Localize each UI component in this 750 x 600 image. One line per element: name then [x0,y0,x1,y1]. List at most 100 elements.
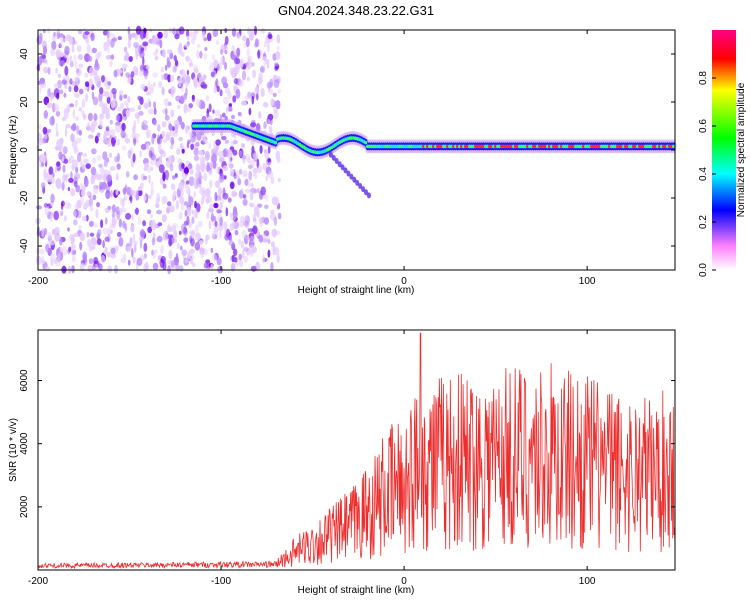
noise-blob [39,32,43,41]
noise-blob [119,90,124,96]
y-tick-label: 4000 [19,432,30,455]
noise-blob [158,158,162,165]
noise-blob [185,55,191,62]
noise-blob [262,162,268,171]
noise-blob [42,58,47,64]
noise-blob [94,76,98,85]
noise-blob [232,209,238,219]
noise-blob [80,158,83,168]
noise-blob [205,237,208,245]
noise-blob [267,34,273,39]
noise-blob [172,28,176,36]
noise-blob [79,263,85,272]
noise-blob [61,182,65,191]
noise-blob [115,114,120,122]
noise-blob [128,56,133,62]
noise-blob [112,210,115,220]
noise-blob [169,144,174,150]
noise-blob [184,258,189,264]
band-spur [364,189,368,196]
noise-blob [82,251,88,262]
noise-blob [38,124,42,130]
noise-blob [213,226,219,233]
noise-blob [115,172,119,180]
noise-blob [131,248,134,258]
noise-blob [149,146,155,156]
noise-blob [72,159,78,169]
noise-blob [73,232,79,238]
noise-blob [211,230,216,240]
noise-blob [139,50,145,59]
noise-blob [68,177,74,183]
band-spur [361,186,366,193]
noise-blob [232,248,238,257]
noise-blob [58,89,64,95]
noise-blob [229,168,234,177]
noise-blob [188,103,193,109]
noise-blob [144,73,148,80]
noise-blob [49,253,56,262]
noise-blob [103,41,108,52]
noise-blob [47,128,52,133]
noise-blob [59,246,63,253]
noise-blob [88,258,94,265]
noise-blob [181,121,185,130]
noise-blob [222,192,229,200]
noise-blob [250,92,256,100]
noise-blob [186,35,190,41]
noise-blob [51,103,57,113]
noise-blob [92,194,97,201]
noise-blob [188,176,195,187]
noise-blob [215,40,220,46]
noise-blob [207,169,213,176]
noise-blob [174,238,177,244]
noise-blob [235,88,241,99]
noise-blob [125,51,130,62]
noise-blob [42,45,48,55]
noise-blob [132,233,136,244]
noise-blob [215,78,219,88]
noise-blob [174,124,178,135]
noise-blob [43,66,49,74]
noise-blob [253,152,259,160]
noise-blob [183,42,190,48]
noise-blob [157,134,160,145]
noise-blob [242,35,247,42]
y-tick-label: 6000 [19,369,30,392]
noise-blob [170,183,176,191]
noise-blob [249,28,255,38]
noise-blob [186,29,190,38]
noise-blob [70,188,76,197]
noise-blob [84,72,89,78]
noise-blob [107,81,112,86]
noise-blob [140,47,145,52]
noise-blob [70,171,73,180]
noise-blob [67,202,72,210]
noise-blob [231,189,236,198]
noise-blob [97,51,103,57]
noise-blob [142,41,149,47]
noise-blob [119,94,123,101]
noise-blob [219,231,222,239]
noise-blob [116,210,121,220]
noise-blob [203,52,207,60]
noise-blob [186,69,190,76]
noise-blob [273,216,278,226]
noise-blob [242,170,248,178]
noise-blob [134,32,138,41]
noise-blob [127,77,132,84]
noise-blob [159,39,163,49]
noise-blob [110,99,116,109]
noise-blob [250,235,256,243]
noise-blob [60,155,65,163]
noise-blob [89,205,94,212]
noise-blob [190,237,195,247]
noise-blob [174,59,179,67]
noise-blob [247,157,251,164]
noise-blob [102,135,108,144]
noise-blob [239,79,244,87]
snr-x-ticks: -200 -100 0 100 [28,330,596,587]
noise-blob [266,235,270,241]
noise-blob [139,229,146,238]
noise-blob [123,94,128,99]
